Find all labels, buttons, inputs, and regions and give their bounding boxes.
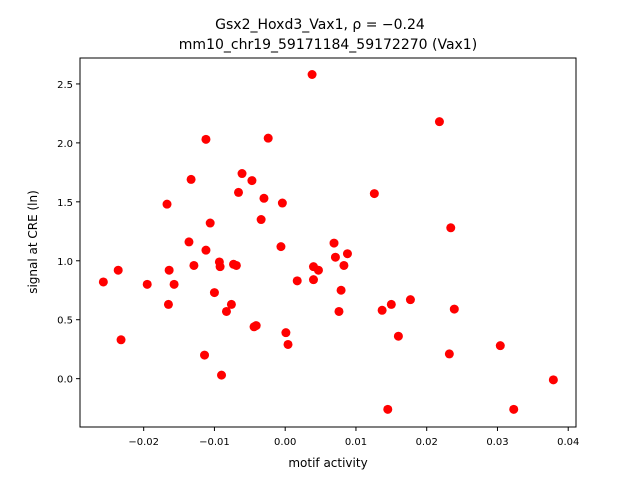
x-tick-label: −0.01 <box>199 437 230 448</box>
data-point <box>336 285 346 295</box>
data-point <box>251 321 261 331</box>
x-tick-label: 0.00 <box>274 437 296 448</box>
data-point <box>277 198 287 208</box>
data-point <box>116 335 126 345</box>
x-tick-label: −0.02 <box>128 437 159 448</box>
x-tick-label: 0.01 <box>345 437 367 448</box>
data-point <box>233 187 243 197</box>
data-point <box>189 260 199 270</box>
y-axis: 0.0 0.5 1.0 1.5 2.0 2.5 <box>57 80 80 386</box>
data-point <box>276 242 286 252</box>
chart-subtitle: mm10_chr19_59171184_59172270 (Vax1) <box>179 37 477 53</box>
data-point <box>215 262 225 272</box>
data-point <box>292 276 302 286</box>
data-point <box>334 306 344 316</box>
data-point <box>307 70 317 80</box>
data-point <box>263 133 273 143</box>
data-point <box>283 339 293 349</box>
y-tick-label: 0.0 <box>57 375 73 386</box>
data-point <box>217 370 227 380</box>
data-point <box>247 176 257 186</box>
y-tick-label: 1.5 <box>57 198 73 209</box>
data-point <box>162 199 172 209</box>
data-point <box>164 265 174 275</box>
data-point <box>209 288 219 298</box>
data-point <box>113 265 123 275</box>
data-point <box>256 215 266 225</box>
points-layer <box>98 70 558 414</box>
data-point <box>342 249 352 259</box>
data-point <box>163 299 173 309</box>
data-point <box>259 193 269 203</box>
x-tick-label: 0.03 <box>486 437 508 448</box>
data-point <box>200 350 210 360</box>
data-point <box>98 277 108 287</box>
data-point <box>444 349 454 359</box>
data-point <box>509 404 519 414</box>
data-point <box>393 331 403 341</box>
data-point <box>169 279 179 289</box>
data-point <box>434 117 444 127</box>
x-axis-label: motif activity <box>288 456 367 470</box>
y-axis-label: signal at CRE (ln) <box>26 190 40 294</box>
data-point <box>184 237 194 247</box>
y-tick-label: 0.5 <box>57 316 73 327</box>
data-point <box>330 252 340 262</box>
data-point <box>449 304 459 314</box>
data-point <box>339 260 349 270</box>
y-tick-label: 2.0 <box>57 139 73 150</box>
plot-frame <box>79 57 577 428</box>
data-point <box>142 279 152 289</box>
data-point <box>377 305 387 315</box>
data-point <box>186 174 196 184</box>
data-point <box>201 245 211 255</box>
y-tick-label: 2.5 <box>57 80 73 91</box>
x-tick-label: 0.02 <box>416 437 438 448</box>
x-axis: −0.02 −0.01 0.00 0.01 0.02 0.03 0.04 <box>128 427 579 448</box>
chart-title: Gsx2_Hoxd3_Vax1, ρ = −0.24 <box>215 17 425 33</box>
data-point <box>548 375 558 385</box>
data-point <box>308 275 318 285</box>
data-point <box>386 299 396 309</box>
data-point <box>237 169 247 179</box>
data-point <box>205 218 215 228</box>
data-point <box>226 299 236 309</box>
data-point <box>446 223 456 233</box>
data-point <box>495 341 505 351</box>
data-point <box>369 189 379 199</box>
data-point <box>405 295 415 305</box>
y-tick-label: 1.0 <box>57 257 73 268</box>
data-point <box>313 265 323 275</box>
data-point <box>221 306 231 316</box>
data-point <box>281 328 291 338</box>
data-point <box>231 260 241 270</box>
data-point <box>329 238 339 248</box>
data-point <box>201 134 211 144</box>
x-tick-label: 0.04 <box>557 437 579 448</box>
data-point <box>383 404 393 414</box>
